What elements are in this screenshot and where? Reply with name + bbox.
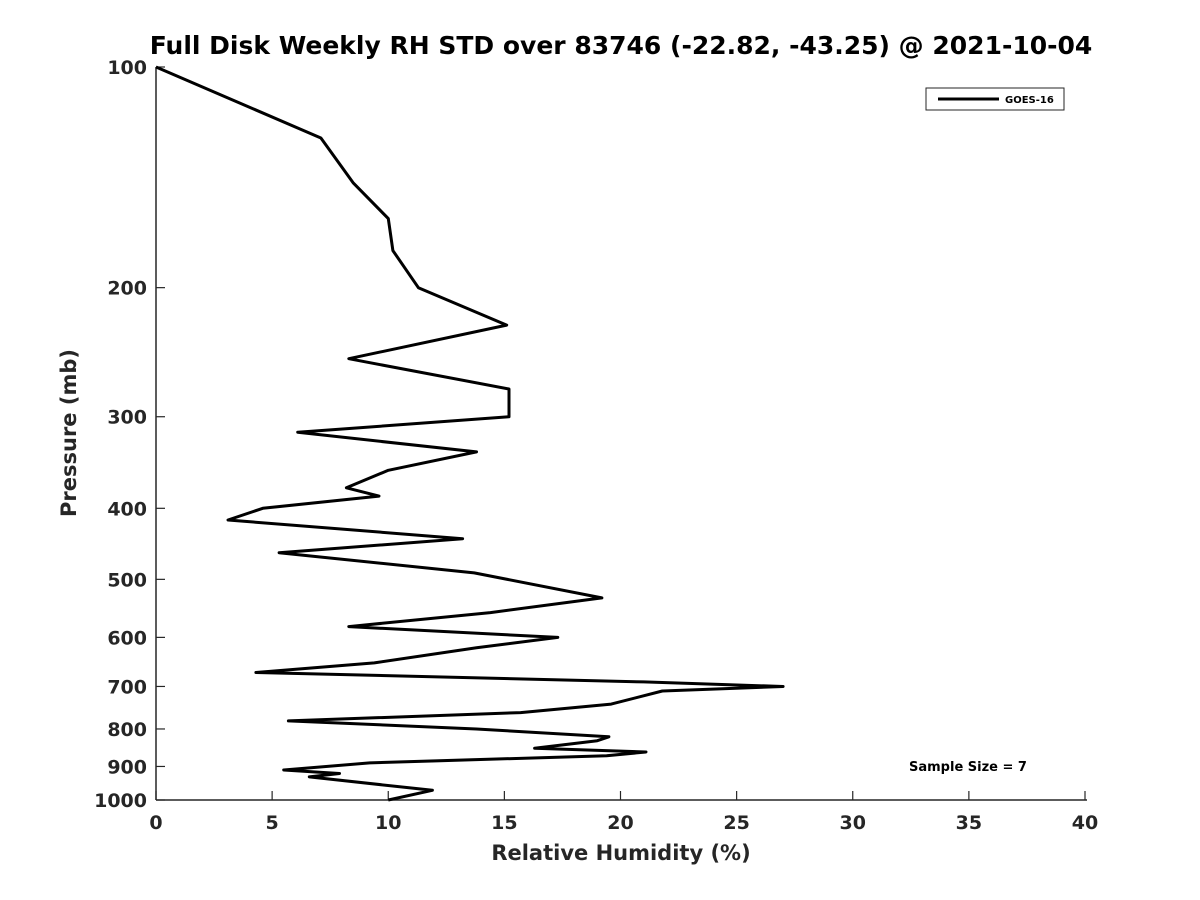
x-tick-label: 30 xyxy=(840,812,866,834)
y-tick-label: 300 xyxy=(107,407,147,429)
y-tick-label: 100 xyxy=(107,57,147,79)
x-tick-label: 35 xyxy=(956,812,982,834)
y-ticks: 100 200 300 400 500 600 700 800 900 1000 xyxy=(94,57,165,812)
y-tick-label: 1000 xyxy=(94,790,147,812)
axes xyxy=(155,67,1087,801)
y-tick-label: 900 xyxy=(107,756,147,778)
y-tick-label: 400 xyxy=(107,498,147,520)
series-layer xyxy=(155,65,785,802)
series-line-goes-16 xyxy=(155,65,785,802)
x-tick-label: 40 xyxy=(1072,812,1098,834)
legend: GOES-16 xyxy=(925,87,1065,111)
x-tick-label: 5 xyxy=(266,812,279,834)
x-tick-label: 20 xyxy=(607,812,633,834)
x-tick-label: 25 xyxy=(723,812,749,834)
chart-title: Full Disk Weekly RH STD over 83746 (-22.… xyxy=(150,31,1093,60)
x-tick-label: 15 xyxy=(491,812,517,834)
x-ticks: 0 5 10 15 20 25 30 35 40 xyxy=(149,791,1098,834)
y-tick-label: 700 xyxy=(107,676,147,698)
sample-size-annotation: Sample Size = 7 xyxy=(909,760,1027,775)
y-axis-label: Pressure (mb) xyxy=(57,349,81,517)
y-tick-label: 500 xyxy=(107,569,147,591)
x-tick-label: 0 xyxy=(149,812,162,834)
x-tick-label: 10 xyxy=(375,812,401,834)
y-tick-label: 600 xyxy=(107,627,147,649)
y-tick-label: 200 xyxy=(107,278,147,300)
y-tick-label: 800 xyxy=(107,719,147,741)
x-axis-label: Relative Humidity (%) xyxy=(491,841,750,865)
legend-label: GOES-16 xyxy=(1005,95,1054,106)
